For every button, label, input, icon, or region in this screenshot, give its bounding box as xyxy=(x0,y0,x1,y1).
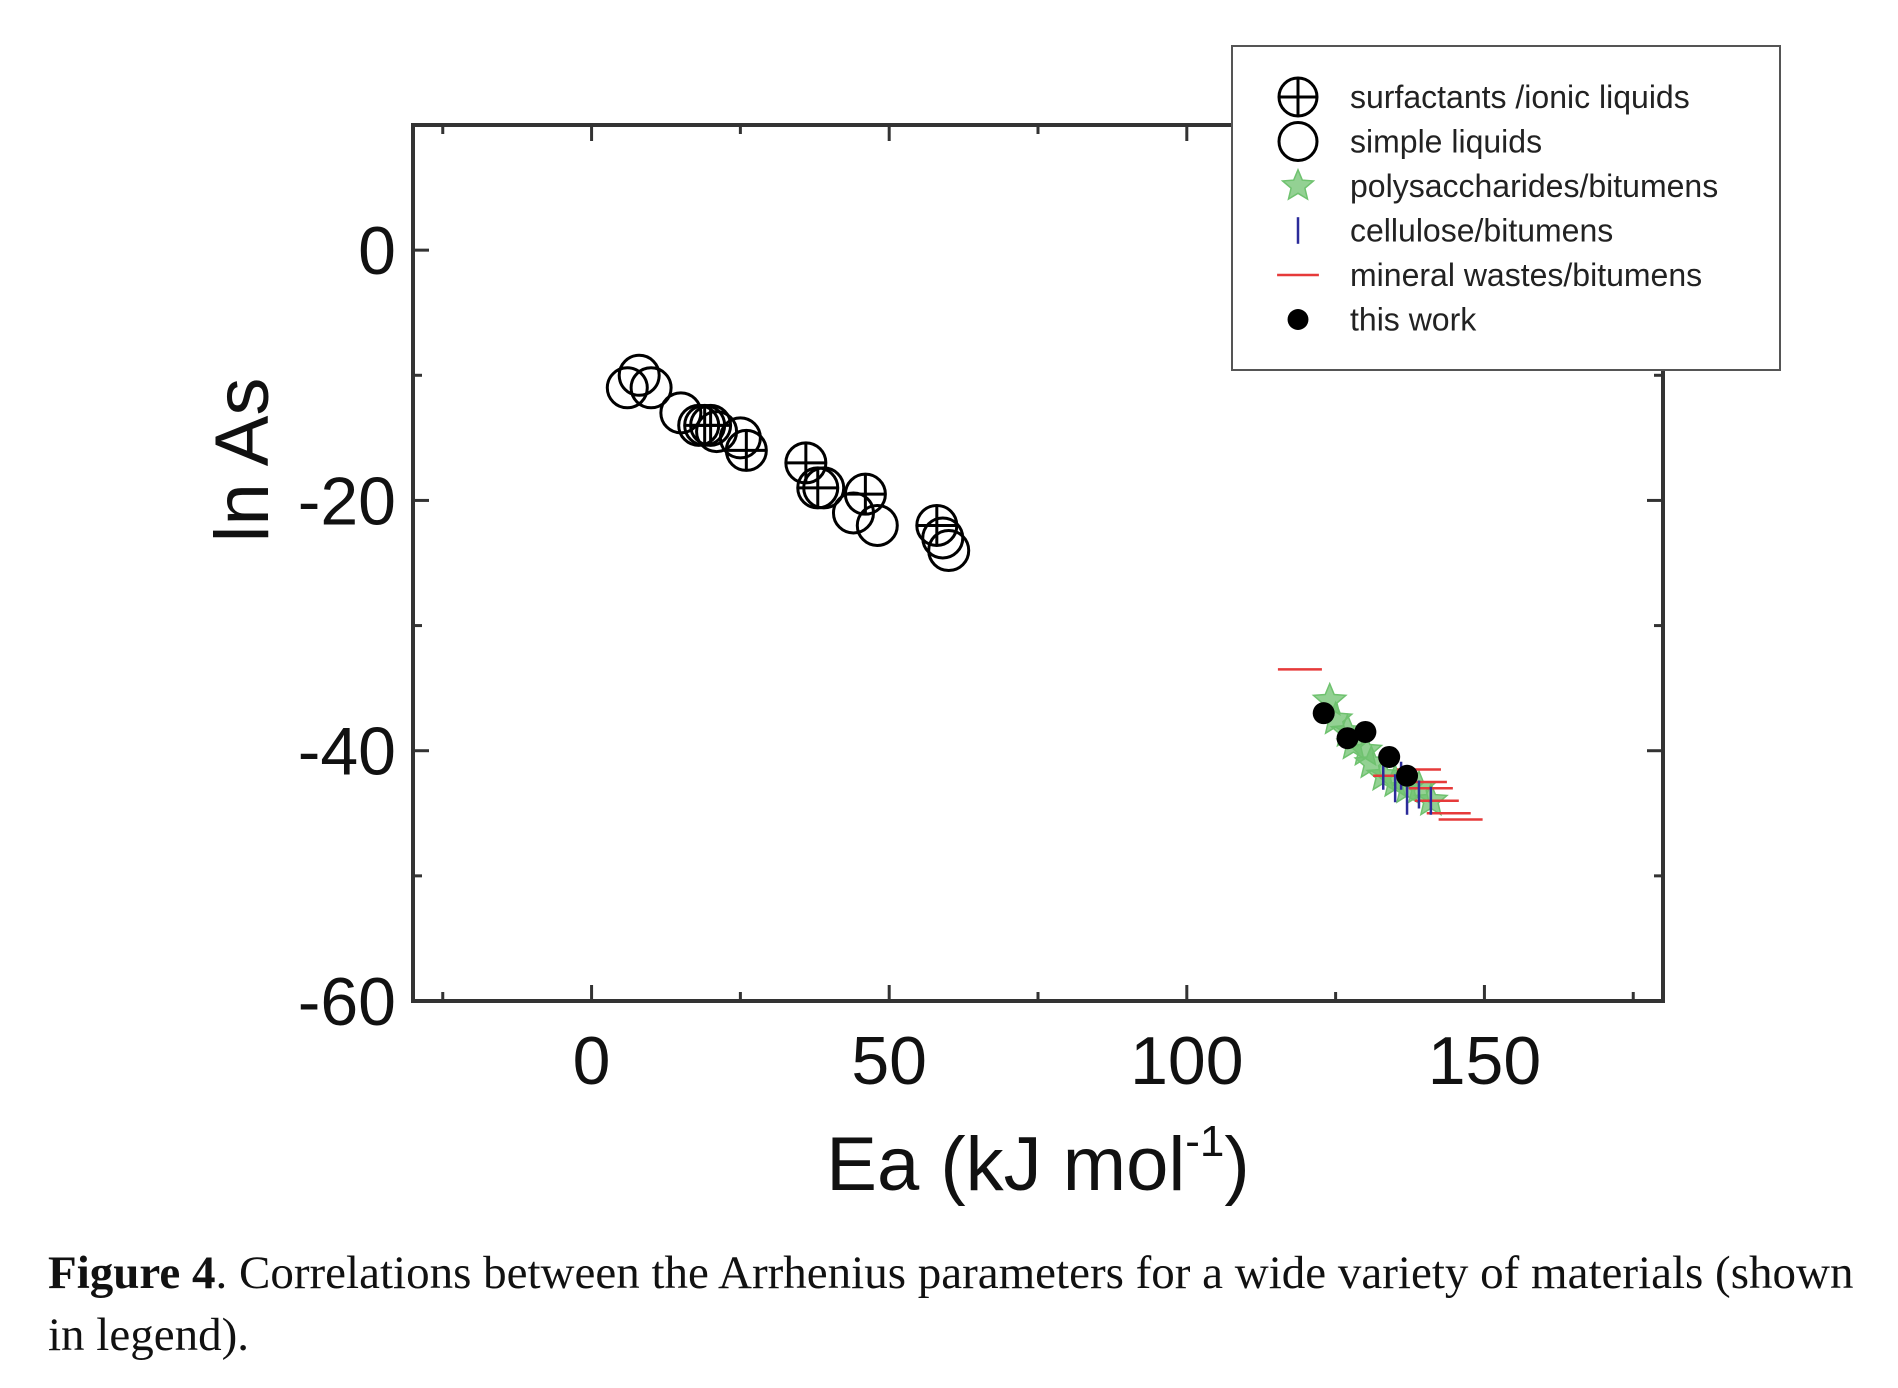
data-point xyxy=(629,366,673,410)
y-axis-label: ln As xyxy=(200,378,285,543)
data-point xyxy=(605,366,649,410)
series-hline xyxy=(1277,668,1483,821)
legend-item: simple liquids xyxy=(1277,121,1542,162)
legend-marker xyxy=(1277,76,1319,118)
legend-label: surfactants /ionic liquids xyxy=(1350,79,1690,115)
data-point xyxy=(1378,745,1401,768)
legend-marker xyxy=(1280,167,1316,201)
x-tick-label: 100 xyxy=(1130,1023,1243,1099)
y-tick-label: 0 xyxy=(358,213,396,289)
caption-text: . Correlations between the Arrhenius par… xyxy=(48,1247,1854,1361)
legend-item: surfactants /ionic liquids xyxy=(1277,76,1690,118)
data-point xyxy=(1312,702,1335,725)
chart: 0 50 100 150 0 -20 -40 -60 Ea (kJ mol-1) ln As… xyxy=(200,45,1781,1207)
y-tick-labels: 0 -20 -40 -60 xyxy=(298,213,396,1040)
x-tick-label: 50 xyxy=(851,1023,927,1099)
legend-marker xyxy=(1287,309,1309,330)
legend-label: simple liquids xyxy=(1350,124,1542,160)
legend-label: cellulose/bitumens xyxy=(1350,213,1613,249)
legend-item: polysaccharides/bitumens xyxy=(1280,167,1718,204)
legend-item: this work xyxy=(1287,302,1477,338)
data-point xyxy=(915,503,959,547)
series-circle-plus xyxy=(683,403,959,547)
legend-label: this work xyxy=(1350,302,1477,338)
data-point xyxy=(617,353,661,397)
data-point xyxy=(796,466,840,510)
y-tick-label: -60 xyxy=(298,964,396,1040)
x-axis-label: Ea (kJ mol-1) xyxy=(826,1117,1249,1207)
axis-ticks xyxy=(413,123,1663,1003)
data-marks xyxy=(605,353,1483,821)
series-star xyxy=(1311,681,1449,817)
data-point xyxy=(855,503,899,547)
y-tick-label: -20 xyxy=(298,463,396,539)
legend-label: mineral wastes/bitumens xyxy=(1350,257,1702,293)
legend-marker xyxy=(1277,121,1319,162)
data-point xyxy=(1354,720,1377,743)
data-point xyxy=(927,528,971,572)
y-tick-label: -40 xyxy=(298,714,396,790)
series-vline xyxy=(1381,761,1433,815)
data-point xyxy=(724,428,768,472)
legend-label: polysaccharides/bitumens xyxy=(1350,168,1718,204)
legend-item: mineral wastes/bitumens xyxy=(1277,257,1702,293)
data-point xyxy=(689,403,733,447)
data-point xyxy=(843,472,887,516)
x-tick-labels: 0 50 100 150 xyxy=(573,1023,1542,1099)
x-tick-label: 0 xyxy=(573,1023,611,1099)
legend: surfactants /ionic liquids simple liquids… xyxy=(1277,76,1718,338)
legend-item: cellulose/bitumens xyxy=(1296,213,1613,249)
figure-caption: Figure 4. Correlations between the Arrhe… xyxy=(48,1242,1868,1366)
x-tick-label: 150 xyxy=(1428,1023,1541,1099)
data-point xyxy=(784,441,828,485)
legend-box xyxy=(1231,45,1781,371)
data-point xyxy=(1336,727,1359,750)
caption-label: Figure 4 xyxy=(48,1247,216,1299)
series-filled-circle xyxy=(1312,702,1419,787)
data-point xyxy=(1396,764,1419,787)
